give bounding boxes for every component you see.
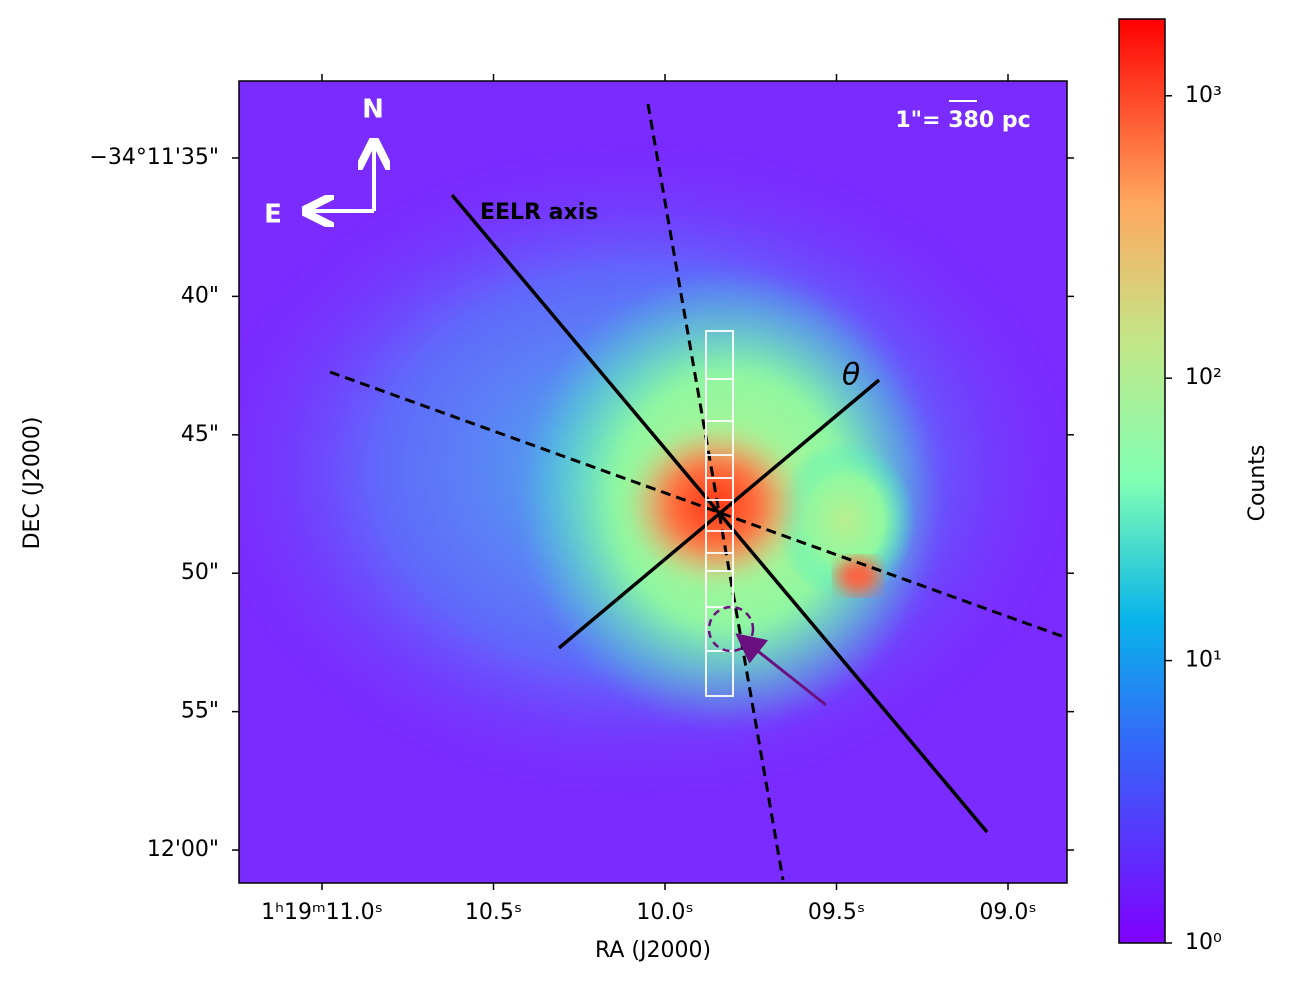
colorbar-tick-label: 10³ <box>1185 83 1222 108</box>
colorbar-tick-label: 10² <box>1185 365 1222 390</box>
colorbar-tick-label: 10⁰ <box>1185 930 1222 955</box>
x-tick-label: 10.5ˢ <box>465 900 522 925</box>
y-tick-label: 50" <box>181 560 219 585</box>
colorbar-label: Counts <box>1245 445 1270 522</box>
north-label: N <box>362 95 384 125</box>
eelr-label: EELR axis <box>480 200 598 225</box>
x-axis-label: RA (J2000) <box>595 938 711 963</box>
x-tick-label: 10.0ˢ <box>636 900 693 925</box>
colorbar <box>1118 18 1166 944</box>
y-tick-label: −34°11'35" <box>89 145 219 170</box>
x-tick-label: 09.0ˢ <box>979 900 1036 925</box>
theta-label: θ <box>842 358 860 393</box>
colorbar-tick-label: 10¹ <box>1185 648 1222 673</box>
y-tick-label: 40" <box>181 283 219 308</box>
y-tick-label: 12'00" <box>147 837 219 862</box>
scale-label: 1"= 380 pc <box>895 108 1030 133</box>
x-tick-label: 09.5ˢ <box>808 900 865 925</box>
y-tick-label: 45" <box>181 422 219 447</box>
x-tick-label: 1ʰ19ᵐ11.0ˢ <box>261 900 383 925</box>
y-tick-label: 55" <box>181 699 219 724</box>
y-axis-label: DEC (J2000) <box>20 417 45 550</box>
east-label: E <box>264 200 282 230</box>
image <box>239 81 1067 883</box>
plot-frame <box>238 80 1068 884</box>
